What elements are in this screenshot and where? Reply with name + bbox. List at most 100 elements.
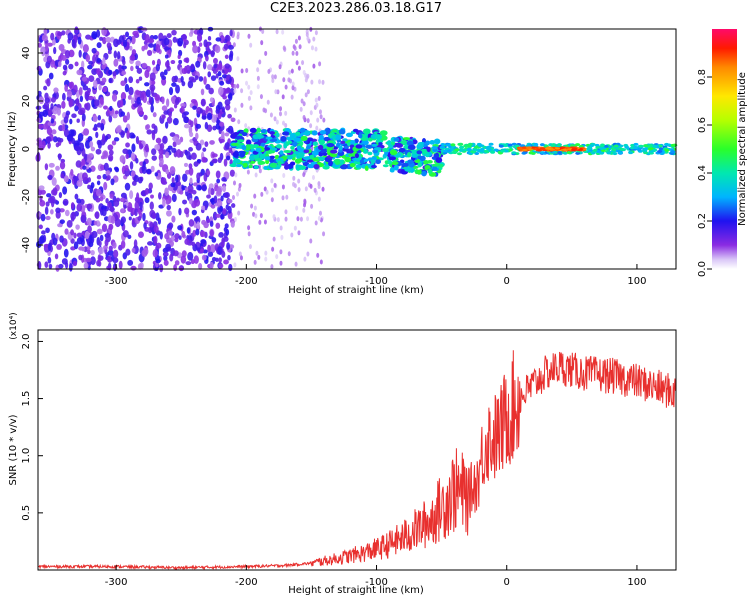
spectrogram-cell (237, 210, 241, 216)
spectrogram-cell (318, 79, 322, 85)
spectrogram-cell (318, 139, 326, 145)
spectrogram-x-tick-label: -200 (235, 276, 258, 287)
spectrogram-cell (52, 237, 58, 246)
spectrogram-cell (279, 249, 283, 255)
spectrogram-cell (43, 101, 50, 109)
spectrogram-cell (76, 232, 83, 238)
spectrogram-cell (195, 123, 202, 129)
spectrogram-cell (97, 140, 102, 149)
spectrogram-cell (522, 151, 528, 155)
spectrogram-cell (557, 151, 563, 155)
spectrogram-cell (657, 149, 663, 153)
spectrogram-cell (95, 197, 101, 203)
spectrogram-cell (256, 75, 260, 81)
spectrogram-cell (128, 86, 134, 96)
spectrogram-cell (202, 61, 207, 70)
spectrogram-cell (165, 199, 170, 205)
spectrogram-cell (95, 131, 99, 139)
spectrogram-cell (362, 128, 371, 135)
spectrogram-cell (433, 138, 441, 145)
spectrogram-cell (239, 152, 246, 158)
spectrogram-cell (231, 203, 236, 208)
spectrogram-cell (54, 253, 59, 260)
spectrogram-cell (126, 130, 130, 139)
spectrogram-cell (219, 121, 225, 127)
spectrogram-cell (373, 147, 382, 151)
spectrogram-cell (270, 178, 274, 184)
spectrogram-cell (207, 244, 211, 253)
spectrogram-cell (133, 174, 139, 183)
spectrogram-cell (165, 243, 171, 251)
spectrogram-cell (36, 117, 41, 123)
spectrogram-cell (321, 186, 325, 192)
spectrogram-cell (278, 132, 282, 138)
spectrogram-cell (196, 247, 201, 252)
spectrogram-cell (201, 115, 207, 120)
spectrogram-cell (217, 71, 222, 77)
spectrogram-cell (606, 151, 612, 155)
spectrogram-cell (440, 142, 446, 146)
spectrogram-cell (225, 79, 232, 85)
spectrogram-y-axis: -40 -20 0 20 40 (21, 47, 43, 253)
spectrogram-cell (427, 168, 433, 174)
spectrogram-cell (211, 114, 217, 123)
spectrogram-cell (60, 173, 65, 179)
spectrogram-cell (151, 212, 157, 219)
spectrogram-cell (71, 137, 76, 145)
spectrogram-cell (271, 74, 275, 80)
spectrogram-cell (215, 257, 219, 262)
spectrogram-cell (255, 147, 262, 153)
spectrogram-cell (162, 135, 168, 144)
spectrogram-cell (213, 63, 218, 69)
spectrogram-cell (275, 254, 279, 260)
spectrogram-cell (599, 151, 605, 155)
spectrogram-cell (234, 172, 238, 178)
spectrogram-cell (214, 45, 221, 54)
spectrogram-cell (590, 151, 596, 155)
spectrogram-cell (157, 217, 162, 225)
spectrogram-cell (131, 170, 136, 177)
spectrogram-cell (207, 251, 214, 257)
spectrogram-cell (276, 217, 280, 223)
spectrogram-cell (124, 83, 130, 93)
spectrogram-cell (421, 170, 427, 177)
spectrogram-cell (186, 227, 191, 234)
spectrogram-cell (199, 139, 205, 146)
spectrogram-cell (303, 156, 311, 161)
spectrogram-cell (56, 244, 62, 250)
spectrogram-cell (281, 195, 285, 201)
spectrogram-cell (98, 246, 105, 255)
spectrogram-cell (379, 130, 388, 136)
spectrogram-cell (137, 176, 143, 184)
spectrogram-cell (172, 36, 177, 43)
spectrogram-cell (222, 208, 227, 215)
spectrogram-cell (59, 137, 64, 143)
spectrogram-cell (47, 42, 53, 47)
spectrogram-cell (66, 219, 73, 228)
spectrogram-cell (219, 138, 225, 143)
spectrogram-cell (38, 185, 45, 191)
spectrogram-cell (62, 198, 69, 206)
spectrogram-cell (96, 57, 102, 64)
snr-y-axis: 0.5 1.0 1.5 2.0 (21, 333, 43, 521)
spectrogram-cell (131, 180, 137, 186)
spectrogram-cell (472, 148, 478, 152)
spectrogram-cell (101, 77, 107, 84)
spectrogram-cell (90, 182, 95, 189)
spectrogram-cell (141, 249, 148, 258)
spectrogram-cell (217, 101, 223, 110)
spectrogram-cell (338, 145, 343, 151)
spectrogram-cell (299, 165, 306, 170)
spectrogram-cell (168, 107, 174, 112)
spectrogram-cell (258, 59, 262, 65)
spectrogram-cell (190, 152, 197, 160)
spectrogram-cell (130, 265, 137, 271)
spectrogram-cell (389, 149, 398, 156)
spectrogram-cell (99, 96, 104, 105)
spectrogram-cell (525, 146, 532, 149)
spectrogram-cell (78, 254, 83, 261)
spectrogram-cell (242, 162, 248, 168)
spectrogram-cell (119, 99, 124, 108)
spectrogram-cell (78, 86, 83, 96)
spectrogram-cell (195, 60, 201, 68)
